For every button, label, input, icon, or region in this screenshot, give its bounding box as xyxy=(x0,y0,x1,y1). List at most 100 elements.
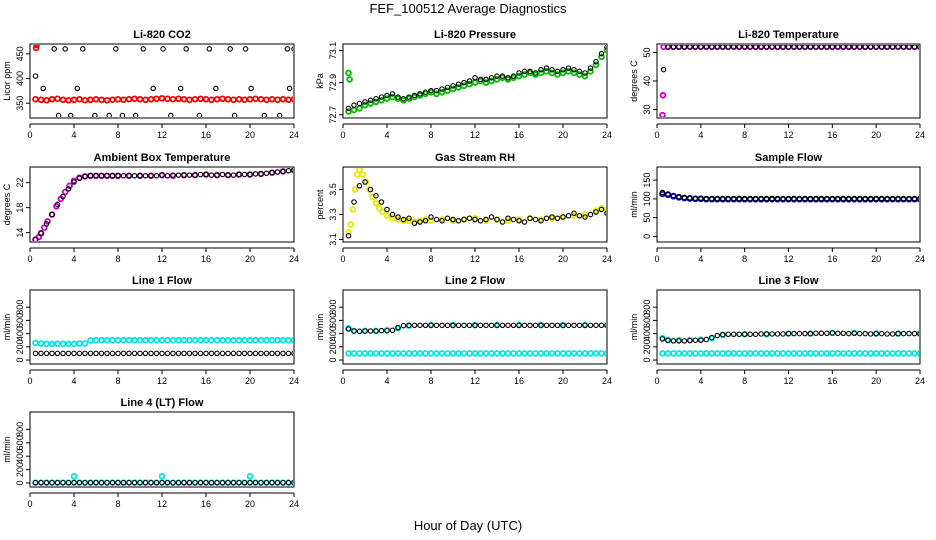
data-point xyxy=(92,112,98,117)
data-point xyxy=(147,336,155,344)
data-point xyxy=(587,322,594,329)
data-point xyxy=(752,331,759,338)
data-point xyxy=(208,172,215,178)
plot-frame xyxy=(342,43,608,119)
data-point xyxy=(576,350,583,357)
data-point xyxy=(126,479,132,486)
data-point xyxy=(279,95,287,103)
data-point xyxy=(186,336,193,344)
data-point xyxy=(367,350,374,357)
data-point xyxy=(548,350,556,357)
plot-area xyxy=(345,321,606,357)
data-point xyxy=(356,168,363,173)
data-point xyxy=(416,350,424,357)
data-point xyxy=(493,76,501,83)
data-point xyxy=(383,212,391,220)
data-point xyxy=(422,89,429,96)
data-point xyxy=(230,172,237,178)
data-point xyxy=(115,173,121,179)
data-point xyxy=(504,76,512,83)
data-point xyxy=(802,45,808,50)
x-tick-label: 20 xyxy=(558,130,568,140)
data-point xyxy=(285,350,292,357)
y-tick-label: 50 xyxy=(642,48,652,58)
data-point xyxy=(106,112,112,117)
data-point xyxy=(493,350,501,357)
data-point xyxy=(258,350,264,357)
data-point xyxy=(274,96,281,104)
data-point xyxy=(120,96,127,104)
data-point xyxy=(76,340,83,347)
x-tick-label: 4 xyxy=(384,254,389,264)
figure-title: FEF_100512 Average Diagnostics xyxy=(369,1,567,16)
data-point xyxy=(829,330,836,336)
data-point xyxy=(180,95,188,103)
data-point xyxy=(861,350,869,357)
data-point xyxy=(345,105,352,112)
data-point xyxy=(791,195,797,202)
data-point xyxy=(274,336,281,344)
data-point xyxy=(290,337,293,344)
x-tick-label: 12 xyxy=(783,254,793,264)
data-point xyxy=(276,112,283,117)
data-point xyxy=(362,179,368,185)
data-point xyxy=(747,331,753,338)
y-tick-label: 400 xyxy=(15,326,25,341)
plot-frame xyxy=(656,43,921,119)
data-point xyxy=(120,350,127,357)
data-point xyxy=(367,97,374,104)
data-point xyxy=(917,195,919,202)
y-tick-label: 3.1 xyxy=(328,233,338,246)
data-point xyxy=(675,350,683,357)
data-point xyxy=(835,330,841,337)
data-point xyxy=(203,479,209,486)
data-point xyxy=(268,336,276,344)
plot-frame xyxy=(656,166,921,243)
data-point xyxy=(698,45,704,50)
data-point xyxy=(735,350,743,357)
data-point xyxy=(66,182,73,190)
data-point xyxy=(494,216,500,223)
data-point xyxy=(802,195,808,202)
data-point xyxy=(389,350,396,357)
data-point xyxy=(241,336,248,344)
data-point xyxy=(917,331,919,337)
data-point xyxy=(812,350,820,357)
x-tick-label: 24 xyxy=(915,254,925,264)
x-tick-label: 20 xyxy=(245,254,255,264)
data-point xyxy=(576,213,583,219)
data-point xyxy=(98,96,105,104)
data-point xyxy=(378,199,385,205)
data-point xyxy=(774,331,781,337)
data-point xyxy=(65,350,72,357)
data-point xyxy=(570,69,578,77)
data-point xyxy=(499,74,506,82)
data-point xyxy=(59,340,67,348)
data-point xyxy=(543,350,550,357)
y-tick-label: 200 xyxy=(642,339,652,354)
data-point xyxy=(372,350,380,357)
data-point xyxy=(263,479,270,486)
data-point xyxy=(703,45,710,50)
data-point xyxy=(109,350,116,357)
data-point xyxy=(224,95,232,103)
data-point xyxy=(587,68,594,75)
data-point xyxy=(906,195,912,202)
data-point xyxy=(416,92,424,99)
data-point xyxy=(538,322,544,329)
data-point xyxy=(796,330,803,337)
data-point xyxy=(840,195,847,202)
panel-9: Line 3 Flow ml/min 0 4 8 12 16 20 24 0 20040060080… xyxy=(629,275,925,386)
data-point xyxy=(170,479,176,486)
data-point xyxy=(268,95,276,103)
data-point xyxy=(422,218,429,224)
data-point xyxy=(538,218,544,224)
data-point xyxy=(687,337,693,344)
data-point xyxy=(482,350,490,357)
data-point xyxy=(537,69,545,77)
x-tick-label: 8 xyxy=(115,499,120,509)
data-point xyxy=(444,322,451,329)
data-point xyxy=(664,350,672,357)
data-point xyxy=(532,216,539,223)
data-point xyxy=(153,173,160,179)
